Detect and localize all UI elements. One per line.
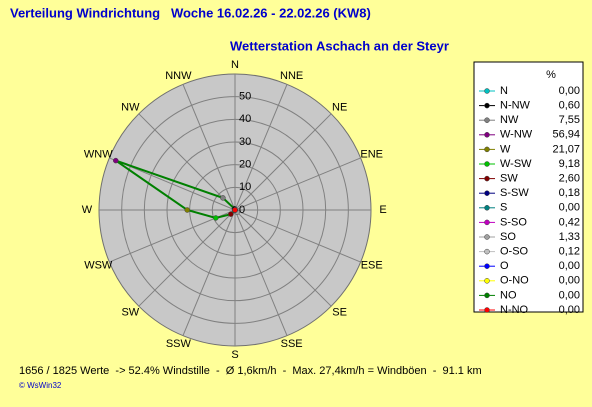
legend-label: N-NW [500, 100, 531, 112]
legend-box [473, 61, 584, 313]
legend-value: 0,42 [559, 216, 580, 228]
direction-label: WNW [84, 148, 113, 160]
direction-label: SSE [281, 338, 303, 350]
spoke [234, 84, 288, 211]
legend-label: N [500, 85, 508, 97]
legend-title: % [546, 69, 556, 81]
direction-label: N [231, 59, 239, 71]
direction-label: ENE [360, 148, 383, 160]
legend-value: 0,00 [559, 85, 580, 97]
r-tick-label: 10 [239, 181, 251, 193]
legend-value: 0,18 [559, 187, 580, 199]
spoke [234, 113, 332, 211]
r-tick-label: 40 [239, 113, 251, 125]
legend-marker [484, 132, 490, 138]
spoke [234, 209, 332, 307]
point [113, 157, 119, 164]
legend-marker [484, 219, 490, 226]
direction-label: SW [121, 306, 139, 318]
direction-label: ESE [361, 259, 383, 271]
direction-label: NW [121, 101, 140, 113]
spoke [234, 209, 361, 263]
legend-marker [484, 175, 490, 182]
footer: 1656 / 1825 Werte -> 52.4% Windstille - … [19, 365, 482, 377]
legend-value: 0,12 [559, 246, 580, 258]
legend-value: 56,94 [552, 129, 580, 141]
legend-marker [484, 190, 490, 196]
spoke [138, 113, 236, 211]
point [232, 207, 238, 213]
legend-marker [484, 205, 490, 211]
legend-marker [484, 161, 490, 167]
direction-label: W [82, 204, 93, 216]
chart-title: Verteilung Windrichtung Woche 16.02.26 -… [10, 5, 371, 20]
spoke [182, 209, 236, 336]
spoke [182, 84, 236, 211]
legend-label: W-NW [500, 129, 533, 141]
r-tick-label: 20 [239, 159, 251, 171]
legend-marker [484, 102, 490, 109]
direction-label: NNW [165, 70, 192, 82]
legend-marker [484, 117, 490, 123]
r-tick-label: 50 [239, 91, 251, 103]
direction-label: S [231, 349, 238, 361]
legend-marker [484, 292, 490, 299]
legend-marker [484, 278, 490, 284]
point [228, 211, 234, 217]
legend-label: O-NO [500, 275, 529, 287]
legend-label: S [500, 202, 507, 214]
direction-label: SSW [166, 338, 192, 350]
direction-label: E [379, 204, 386, 216]
direction-label: WSW [84, 259, 113, 271]
r-tick-label: 30 [239, 136, 251, 148]
spoke [138, 209, 236, 307]
legend-value: 0,00 [559, 260, 580, 272]
legend-value: 1,33 [559, 231, 580, 243]
legend-value: 21,07 [552, 143, 580, 155]
r-tick-label: 0 [239, 204, 245, 216]
legend-label: W [500, 143, 511, 155]
legend-value: 2,60 [559, 173, 580, 185]
legend-value: 0,60 [559, 100, 580, 112]
legend-label: O [500, 260, 509, 272]
legend-label: W-SW [500, 158, 532, 170]
point [220, 195, 226, 201]
legend-label: NO [500, 289, 517, 301]
spoke [234, 157, 361, 211]
legend-label: SO [500, 231, 516, 243]
legend-marker [484, 263, 490, 269]
legend-value: 0,00 [559, 275, 580, 287]
legend-label: NW [500, 114, 519, 126]
legend-marker [484, 88, 490, 94]
point [184, 207, 190, 213]
legend-label: S-SO [500, 216, 527, 228]
legend-marker [484, 146, 490, 153]
chart-subtitle: Wetterstation Aschach an der Steyr [230, 38, 449, 53]
legend-marker [484, 248, 490, 255]
legend-marker [484, 307, 490, 313]
legend-label: S-SW [500, 187, 529, 199]
legend-value: 7,55 [559, 114, 580, 126]
point [213, 215, 219, 221]
legend-label: O-SO [500, 246, 529, 258]
credit: © WsWin32 [19, 381, 62, 390]
legend-value: 0,00 [559, 289, 580, 301]
legend-marker [484, 234, 490, 240]
legend-value: 9,18 [559, 158, 580, 170]
legend-label: SW [500, 173, 518, 185]
direction-label: SE [332, 306, 347, 318]
spoke [234, 209, 288, 336]
legend-value: 0,00 [559, 304, 580, 316]
direction-label: NE [332, 101, 347, 113]
direction-label: NNE [280, 70, 303, 82]
legend-value: 0,00 [559, 202, 580, 214]
legend-label: N-NO [500, 304, 529, 316]
